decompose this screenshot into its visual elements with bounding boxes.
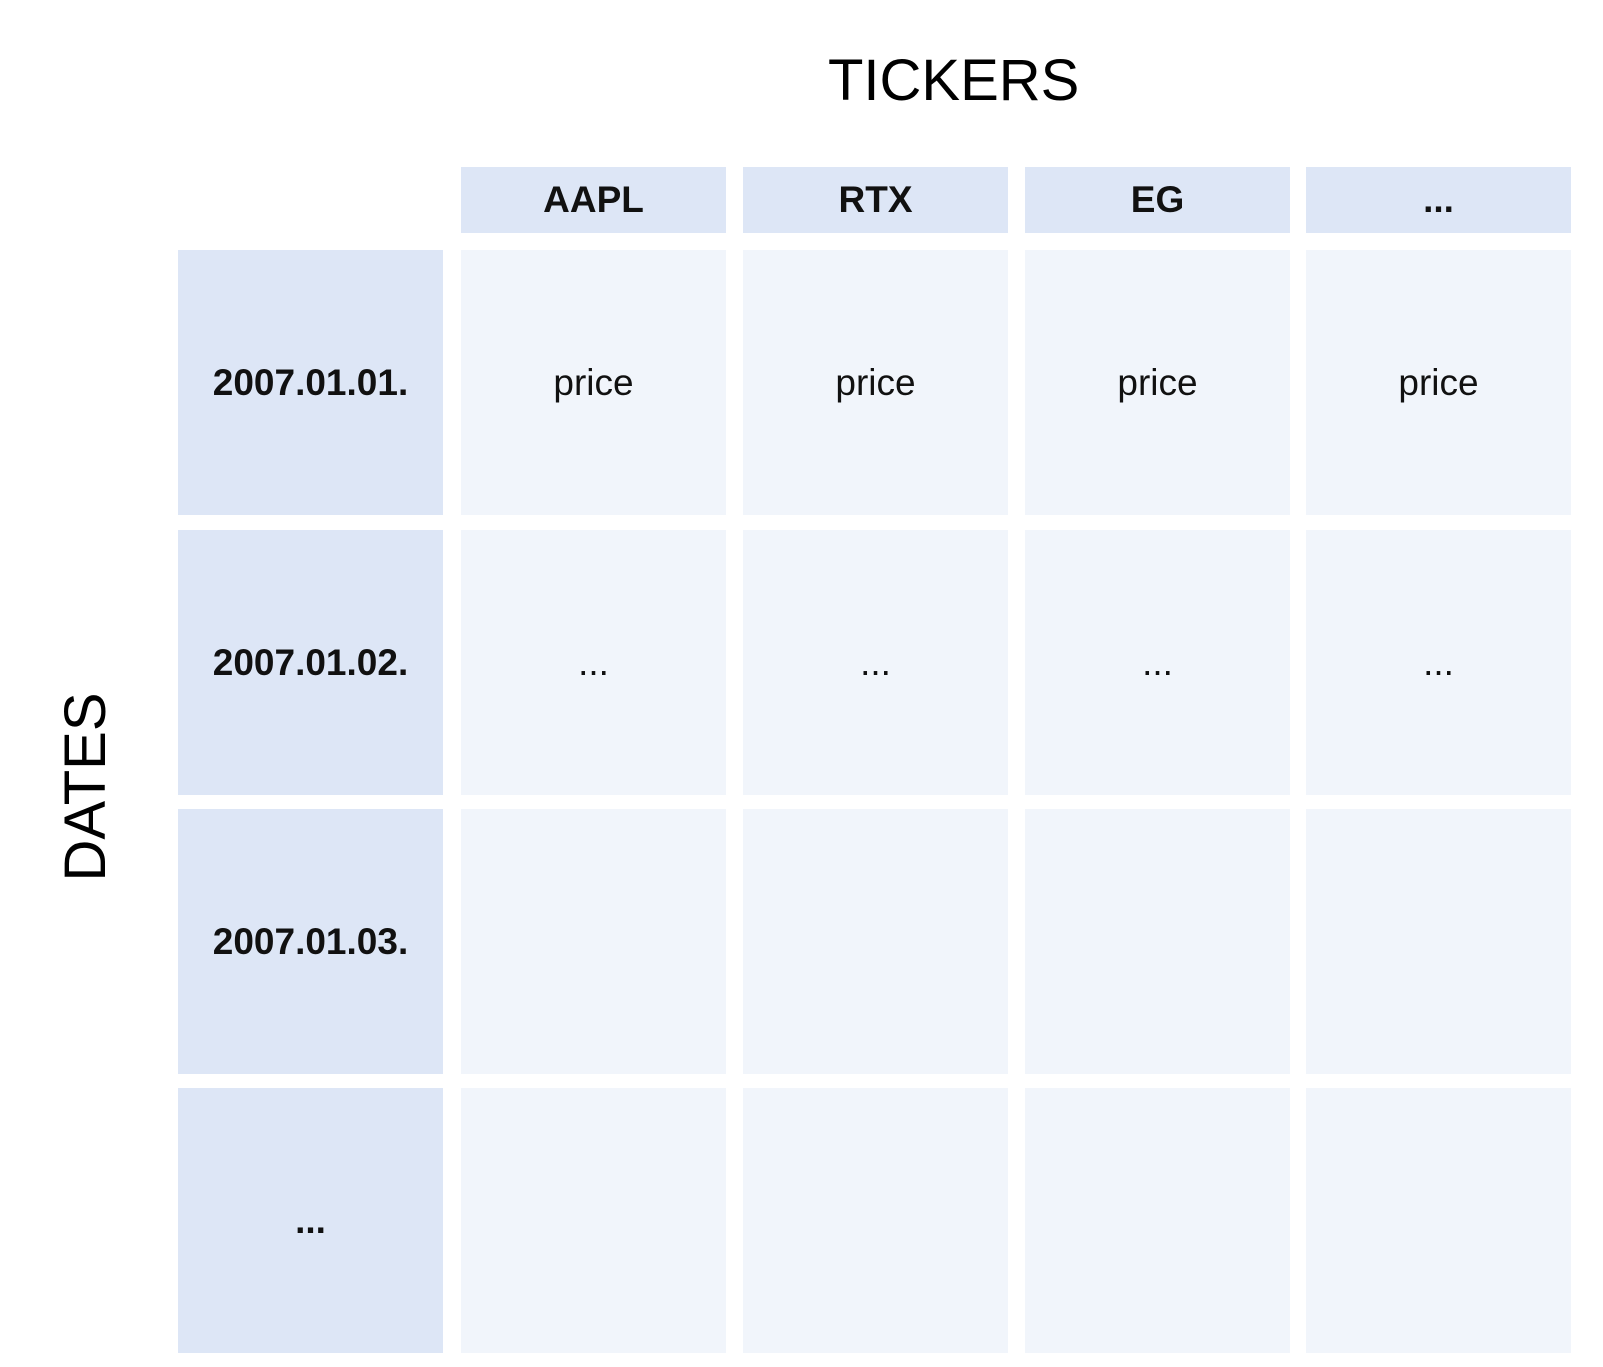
- column-header-4: ...: [1306, 167, 1571, 233]
- table-cell: [1306, 1088, 1571, 1353]
- table-cell: [461, 1088, 726, 1353]
- table-cell: [743, 809, 1008, 1074]
- column-header-2: RTX: [743, 167, 1008, 233]
- table-cell: [461, 809, 726, 1074]
- column-header-1: AAPL: [461, 167, 726, 233]
- table-cell: ...: [743, 530, 1008, 795]
- table-cell: [743, 1088, 1008, 1353]
- row-header-2: 2007.01.02.: [178, 530, 443, 795]
- table-cell: price: [1025, 250, 1290, 515]
- table-cell: ...: [1025, 530, 1290, 795]
- table-cell: price: [743, 250, 1008, 515]
- table-cell: [1025, 809, 1290, 1074]
- table-cell: ...: [461, 530, 726, 795]
- tickers-axis-title: TICKERS: [828, 48, 1080, 113]
- table-cell: [1025, 1088, 1290, 1353]
- column-header-3: EG: [1025, 167, 1290, 233]
- table-cell: price: [1306, 250, 1571, 515]
- table-cell: [1306, 809, 1571, 1074]
- row-header-4: ...: [178, 1088, 443, 1353]
- table-cell: ...: [1306, 530, 1571, 795]
- row-header-1: 2007.01.01.: [178, 250, 443, 515]
- table-cell: price: [461, 250, 726, 515]
- row-header-3: 2007.01.03.: [178, 809, 443, 1074]
- dates-axis-title: DATES: [53, 692, 118, 882]
